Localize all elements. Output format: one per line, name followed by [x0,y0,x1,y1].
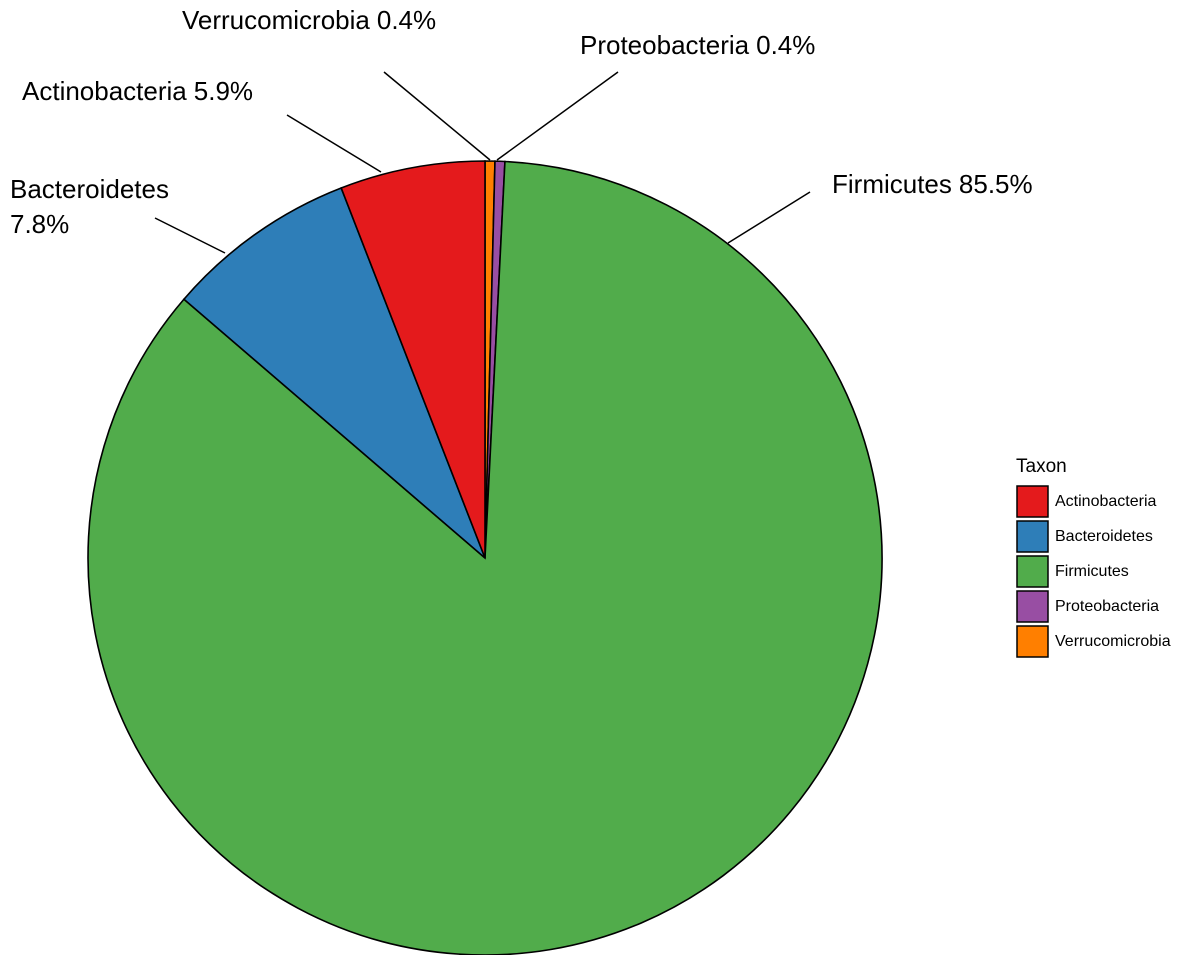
leader-line [154,217,226,254]
slice-label: Verrucomicrobia 0.4% [182,5,436,35]
legend-label: Proteobacteria [1055,598,1159,615]
leader-line [496,71,619,161]
legend-key [1016,485,1049,518]
legend-label: Verrucomicrobia [1055,633,1171,650]
slice-label: Actinobacteria 5.9% [22,76,253,106]
legend-title: Taxon [1016,456,1067,477]
label-value: 5.9% [194,76,253,106]
pie-slice [182,186,486,559]
leader-line [383,71,491,161]
pie-slice [340,160,486,559]
label-name: Actinobacteria [22,76,187,106]
legend-key [1016,555,1049,588]
legend-label: Firmicutes [1055,563,1129,580]
slice-label: Firmicutes 85.5% [832,169,1033,199]
leader-line [286,114,382,173]
slice-label: Proteobacteria 0.4% [580,30,815,60]
legend-label: Actinobacteria [1055,493,1156,510]
leader-line [727,191,811,244]
label-value: 0.4% [377,5,436,35]
label-name: Firmicutes [832,169,952,199]
label-name: Bacteroidetes [10,174,169,204]
legend-key [1016,590,1049,623]
slice-label: Bacteroidetes 7.8% [10,174,169,239]
legend-key [1016,625,1049,658]
label-name: Verrucomicrobia [182,5,370,35]
legend-key [1016,520,1049,553]
legend-label: Bacteroidetes [1055,528,1153,545]
label-value: 7.8% [10,209,69,239]
label-value: 0.4% [756,30,815,60]
label-name: Proteobacteria [580,30,750,60]
label-value: 85.5% [959,169,1033,199]
